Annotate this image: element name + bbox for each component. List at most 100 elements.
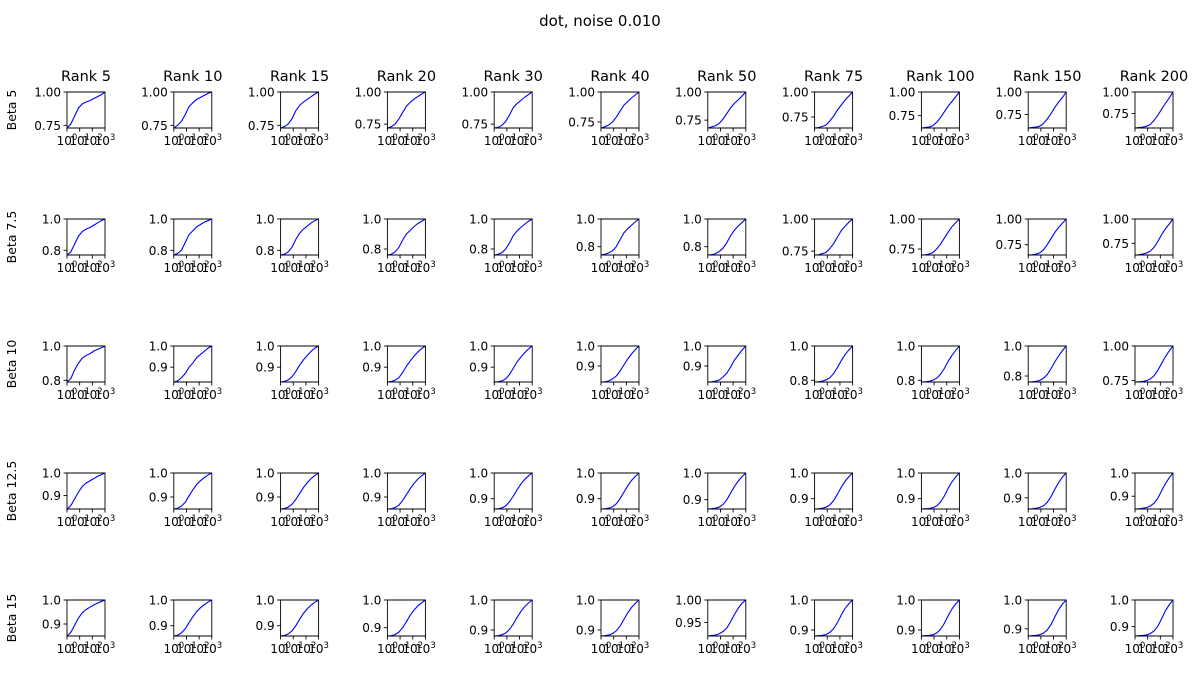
x-tick-label: 103 [629, 387, 650, 402]
y-tick-label: 1.0 [683, 467, 702, 481]
x-tick-label: 103 [949, 260, 970, 275]
x-tick-label: 102 [1150, 260, 1171, 275]
x-tick-label: 102 [830, 133, 851, 148]
y-tick-label: 1.0 [469, 594, 488, 608]
series-line [173, 345, 213, 383]
x-tick-label: 101 [176, 260, 197, 275]
x-tick-label: 103 [1056, 641, 1077, 656]
series-line [600, 91, 640, 129]
x-tick-label: 102 [1150, 133, 1171, 148]
y-tick-label: 1.0 [896, 467, 915, 481]
x-tick-label: 101 [176, 133, 197, 148]
x-tick-label: 102 [82, 133, 103, 148]
x-tick-label: 101 [176, 514, 197, 529]
y-tick-label: 1.00 [34, 86, 61, 100]
x-tick-label: 100 [911, 514, 932, 529]
x-tick-label: 102 [936, 641, 957, 656]
y-tick-label: 0.8 [42, 244, 61, 258]
x-tick-label: 102 [189, 387, 210, 402]
series-line [600, 218, 640, 256]
x-tick-label: 101 [497, 641, 518, 656]
x-tick-label: 102 [616, 514, 637, 529]
y-tick-label: 0.9 [256, 491, 275, 505]
y-tick-label: 1.00 [995, 213, 1022, 227]
x-tick-label: 101 [710, 387, 731, 402]
x-tick-label: 101 [1031, 133, 1052, 148]
x-tick-label: 101 [497, 260, 518, 275]
y-tick-label: 1.00 [782, 86, 809, 100]
x-tick-label: 103 [842, 514, 863, 529]
x-tick-label: 103 [949, 133, 970, 148]
y-tick-label: 0.8 [790, 374, 809, 388]
x-tick-label: 100 [484, 133, 505, 148]
x-tick-label: 100 [57, 641, 78, 656]
x-tick-label: 102 [82, 260, 103, 275]
x-tick-label: 103 [629, 133, 650, 148]
x-tick-label: 101 [69, 387, 90, 402]
column-title: Rank 50 [697, 69, 756, 85]
x-tick-label: 101 [69, 514, 90, 529]
x-tick-label: 102 [616, 133, 637, 148]
series-line [1028, 599, 1067, 637]
x-tick-label: 102 [1043, 260, 1064, 275]
y-tick-label: 0.9 [1003, 491, 1022, 505]
series-line [280, 345, 319, 383]
y-tick-label: 1.00 [889, 86, 916, 100]
x-tick-label: 101 [390, 514, 411, 529]
x-tick-label: 103 [949, 387, 970, 402]
x-tick-label: 100 [377, 260, 398, 275]
x-tick-label: 102 [402, 260, 423, 275]
x-tick-label: 102 [82, 641, 103, 656]
x-tick-label: 101 [283, 387, 304, 402]
y-tick-label: 1.0 [576, 594, 595, 608]
row-label: Beta 7.5 [4, 211, 19, 264]
series-line [280, 599, 319, 637]
x-tick-label: 101 [817, 514, 838, 529]
y-tick-label: 0.9 [1003, 622, 1022, 636]
x-tick-label: 103 [949, 514, 970, 529]
x-tick-label: 103 [308, 133, 329, 148]
y-tick-label: 0.8 [42, 374, 61, 388]
x-tick-label: 102 [82, 514, 103, 529]
x-tick-label: 101 [710, 514, 731, 529]
x-tick-label: 100 [1018, 260, 1039, 275]
x-tick-label: 100 [484, 641, 505, 656]
y-tick-label: 0.9 [896, 624, 915, 638]
y-tick-label: 1.0 [42, 594, 61, 608]
y-tick-label: 1.0 [362, 340, 381, 354]
x-tick-label: 101 [1137, 387, 1158, 402]
y-tick-label: 0.9 [362, 491, 381, 505]
x-tick-label: 100 [1018, 641, 1039, 656]
y-tick-label: 1.0 [256, 467, 275, 481]
y-tick-label: 1.0 [42, 340, 61, 354]
y-tick-label: 0.75 [1102, 374, 1129, 388]
subplot-grid: Rank 5 Rank 10 Rank 15 Rank 20 Rank 30 Rank 4… [4, 69, 1188, 656]
x-tick-label: 100 [804, 514, 825, 529]
y-tick-label: 0.75 [995, 238, 1022, 252]
x-tick-label: 103 [842, 641, 863, 656]
series-line [814, 91, 854, 129]
series-line [1134, 472, 1174, 510]
x-tick-label: 101 [603, 133, 624, 148]
y-tick-label: 0.9 [683, 493, 702, 507]
series-line [600, 599, 640, 637]
x-tick-label: 103 [201, 514, 222, 529]
series-line [66, 218, 106, 256]
series-line [707, 218, 747, 256]
y-tick-label: 1.0 [1003, 467, 1022, 481]
x-tick-label: 101 [176, 641, 197, 656]
